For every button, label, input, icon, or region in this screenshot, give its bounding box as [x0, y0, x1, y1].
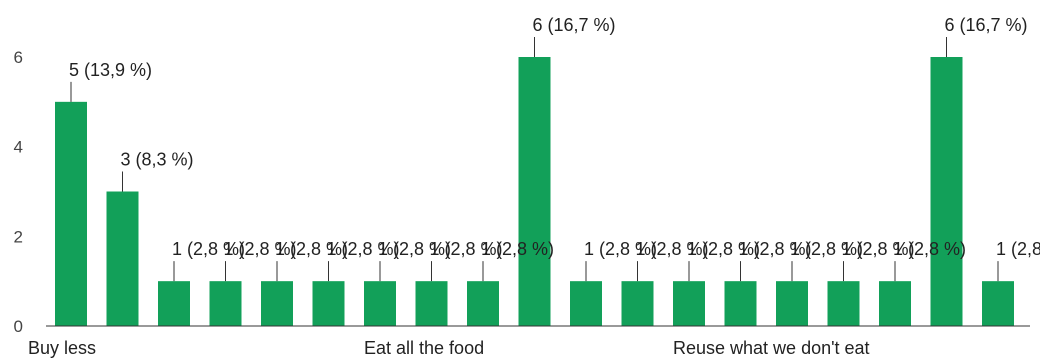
x-category-label: Reuse what we don't eat	[673, 338, 870, 358]
bar	[312, 281, 345, 326]
y-tick-label: 4	[14, 138, 23, 157]
data-label: 1 (2,8 %)	[584, 239, 657, 259]
bar	[673, 281, 705, 326]
data-label: 1 (2,8 %)	[275, 239, 348, 259]
leader-lines-group	[70, 37, 999, 282]
data-label: 5 (13,9 %)	[69, 60, 152, 80]
bar	[209, 281, 242, 326]
data-label: 1 (2,8 %)	[172, 239, 245, 259]
data-label: 1 (2,8 %)	[996, 239, 1040, 259]
data-label: 1 (2,8 %)	[481, 239, 554, 259]
data-label: 1 (2,8 %)	[327, 239, 400, 259]
bars-group	[55, 57, 1014, 326]
data-label: 1 (2,8 %)	[893, 239, 966, 259]
data-label: 1 (2,8 %)	[430, 239, 503, 259]
data-label: 1 (2,8 %)	[687, 239, 760, 259]
bar	[467, 281, 499, 326]
bar	[982, 281, 1014, 326]
bar	[261, 281, 293, 326]
bar	[570, 281, 602, 326]
data-label: 1 (2,8 %)	[790, 239, 863, 259]
bar	[158, 281, 190, 326]
bar	[106, 191, 139, 326]
bar	[930, 57, 963, 326]
data-label: 1 (2,8 %)	[224, 239, 297, 259]
data-label: 1 (2,8 %)	[636, 239, 709, 259]
data-label: 3 (8,3 %)	[121, 150, 194, 170]
data-label: 1 (2,8 %)	[842, 239, 915, 259]
x-category-label: Eat all the food	[364, 338, 484, 358]
bar	[879, 281, 911, 326]
bar	[364, 281, 396, 326]
data-label: 1 (2,8 %)	[739, 239, 812, 259]
bar	[827, 281, 860, 326]
data-label: 6 (16,7 %)	[533, 15, 616, 35]
x-axis: Buy less Eat all the food Reuse what we do…	[28, 325, 1030, 358]
bar	[55, 101, 87, 326]
data-label: 6 (16,7 %)	[945, 15, 1028, 35]
bar	[724, 281, 757, 326]
y-tick-label: 0	[14, 317, 23, 336]
bar	[776, 281, 808, 326]
y-axis: 0 2 4 6	[14, 48, 23, 336]
y-tick-label: 6	[14, 48, 23, 67]
bar	[518, 57, 551, 326]
y-tick-label: 2	[14, 227, 23, 246]
x-category-label: Buy less	[28, 338, 96, 358]
bar	[621, 281, 654, 326]
bar	[415, 281, 448, 326]
data-label: 1 (2,8 %)	[378, 239, 451, 259]
data-labels-group: 5 (13,9 %)3 (8,3 %)1 (2,8 %)1 (2,8 %)1 (…	[69, 15, 1040, 259]
